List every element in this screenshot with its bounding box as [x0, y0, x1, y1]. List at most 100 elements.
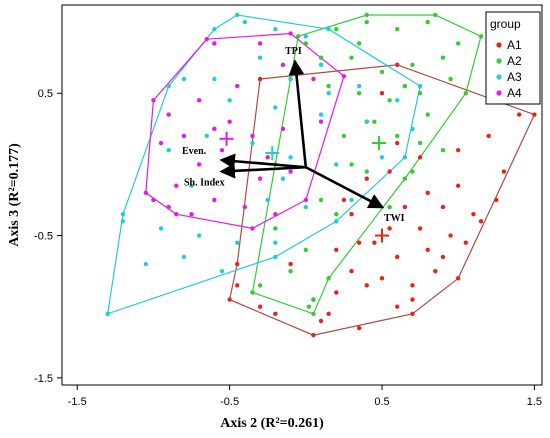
hull-vertex-a2-6 — [326, 276, 331, 281]
legend-label-a3: A3 — [507, 70, 522, 84]
point-a2-18 — [395, 133, 400, 139]
point-a1-26 — [349, 212, 354, 217]
vector-twi — [305, 166, 385, 209]
point-a1-1 — [395, 140, 400, 146]
x-tick-label: 0.5 — [374, 396, 389, 408]
point-a3-28 — [235, 240, 240, 245]
hull-vertex-a4-2 — [341, 73, 347, 79]
point-a1-24 — [387, 226, 392, 231]
point-a4-14 — [196, 162, 202, 167]
point-a1-10 — [448, 233, 453, 238]
point-a4-17 — [288, 169, 293, 174]
hull-vertex-a1-1 — [395, 62, 400, 67]
point-a3-34 — [105, 311, 110, 317]
point-a1-22 — [410, 297, 415, 302]
legend-box — [485, 11, 541, 105]
point-a1-34 — [440, 254, 446, 260]
hull-vertex-a3-1 — [326, 26, 331, 32]
point-a2-19 — [425, 112, 430, 117]
point-a3-6 — [410, 126, 415, 132]
point-a3-2 — [303, 34, 309, 39]
point-a2-8 — [349, 55, 354, 60]
point-a4-10 — [227, 119, 232, 124]
point-a2-5 — [440, 55, 446, 60]
point-a2-6 — [410, 62, 415, 67]
point-a2-16 — [372, 119, 377, 124]
point-a4-12 — [280, 126, 286, 132]
point-a2-3 — [425, 19, 430, 25]
point-a1-8 — [471, 212, 476, 217]
point-a1-9 — [478, 219, 484, 224]
point-a2-25 — [303, 247, 309, 252]
point-a3-33 — [219, 268, 225, 274]
point-a4-11 — [250, 133, 255, 139]
point-a1-12 — [425, 247, 430, 252]
vector-label-twi: TWI — [384, 213, 405, 224]
legend-title: group — [490, 17, 521, 31]
point-a1-30 — [273, 311, 278, 317]
legend-marker-a1 — [496, 42, 502, 48]
point-a2-31 — [318, 197, 324, 203]
point-a2-2 — [395, 26, 400, 32]
point-a3-0 — [242, 19, 248, 25]
point-a3-13 — [318, 112, 324, 117]
y-axis-label: Axis 3 (R²=0.177) — [7, 143, 22, 247]
point-a3-30 — [120, 219, 126, 224]
point-a4-18 — [174, 183, 179, 188]
point-a1-42 — [356, 240, 362, 245]
point-a2-7 — [379, 69, 385, 75]
hull-vertex-a2-7 — [311, 311, 316, 317]
point-a4-1 — [257, 41, 263, 46]
hull-vertex-a2-0 — [295, 34, 301, 39]
point-a2-24 — [387, 204, 392, 210]
point-a2-26 — [288, 268, 293, 274]
hull-vertex-a3-2 — [417, 83, 423, 89]
point-a1-33 — [417, 226, 423, 231]
point-a3-23 — [265, 197, 270, 203]
point-a4-24 — [189, 212, 194, 217]
point-a1-32 — [494, 197, 499, 203]
point-a3-5 — [395, 98, 400, 103]
hull-vertex-a1-2 — [532, 112, 537, 117]
point-a1-2 — [417, 155, 423, 160]
hull-a2 — [251, 14, 482, 315]
hull-vertex-a3-5 — [273, 254, 278, 260]
point-a1-21 — [395, 304, 400, 309]
point-a2-20 — [440, 147, 446, 153]
point-a1-23 — [433, 268, 438, 274]
point-a1-38 — [334, 247, 339, 252]
point-a4-4 — [235, 83, 240, 89]
y-tick-label: 0.5 — [38, 88, 53, 100]
point-a1-17 — [334, 290, 339, 295]
point-a3-10 — [288, 76, 293, 82]
point-a2-14 — [417, 91, 423, 96]
point-a3-36 — [280, 176, 286, 181]
legend-marker-a3 — [496, 74, 502, 80]
point-a4-22 — [151, 197, 156, 203]
hull-vertex-a2-8 — [250, 290, 255, 295]
point-a3-12 — [273, 105, 278, 110]
point-a2-15 — [448, 76, 453, 82]
vector-label-even: Even. — [182, 146, 207, 157]
point-a2-28 — [306, 304, 312, 309]
point-a1-44 — [341, 197, 347, 203]
point-a4-23 — [166, 204, 171, 210]
legend-marker-a2 — [496, 58, 502, 64]
point-a3-11 — [227, 98, 232, 103]
point-a4-16 — [257, 176, 263, 181]
point-a3-29 — [273, 240, 278, 245]
axis-ticks: -1.5 -0.5 0.5 1.5 -1.5 -0.5 0.5 — [34, 88, 542, 408]
hull-vertex-a2-3 — [478, 34, 484, 39]
hull-vertex-a1-5 — [311, 332, 316, 338]
hull-vertex-a4-6 — [143, 190, 149, 196]
point-a1-11 — [463, 240, 469, 245]
y-tick-label: -1.5 — [34, 373, 53, 385]
point-a3-18 — [334, 162, 339, 167]
hull-vertex-a4-3 — [303, 197, 309, 203]
point-a4-7 — [158, 140, 164, 146]
hull-vertex-a1-0 — [257, 76, 263, 82]
point-a4-6 — [166, 112, 171, 117]
point-a1-14 — [379, 276, 385, 281]
point-a1-18 — [326, 311, 331, 317]
plot-frame — [61, 4, 543, 386]
